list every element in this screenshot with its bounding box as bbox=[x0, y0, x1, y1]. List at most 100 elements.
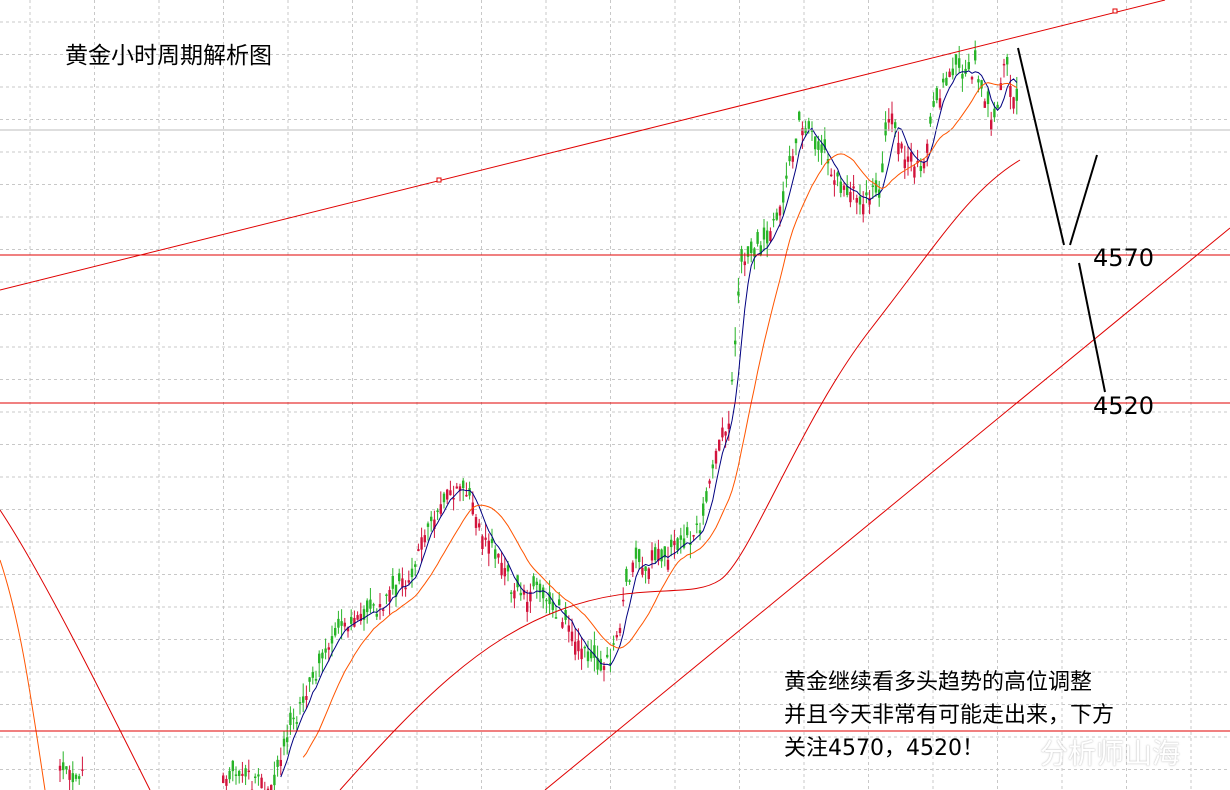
candle-body bbox=[324, 648, 327, 653]
candle-body bbox=[814, 136, 817, 150]
candle-body bbox=[852, 186, 855, 189]
candle-body bbox=[580, 648, 583, 660]
candle-body bbox=[487, 540, 490, 554]
candle-body bbox=[871, 185, 874, 188]
candle-body bbox=[676, 538, 679, 551]
candle-body bbox=[663, 546, 666, 558]
candle-body bbox=[532, 576, 535, 587]
candle-body bbox=[705, 491, 708, 502]
candle-body bbox=[868, 197, 871, 205]
candle-body bbox=[810, 130, 814, 132]
candle-body bbox=[730, 379, 734, 382]
candle-body bbox=[321, 652, 324, 659]
candle-body bbox=[804, 128, 807, 133]
candle-body bbox=[474, 517, 478, 528]
candle-body bbox=[596, 657, 599, 670]
candle-body bbox=[334, 628, 337, 636]
candle-body bbox=[561, 622, 564, 628]
candle-body bbox=[308, 677, 311, 682]
candle-body bbox=[478, 523, 481, 528]
candle-body bbox=[586, 651, 590, 662]
candle-body bbox=[404, 587, 407, 590]
candle-body bbox=[254, 776, 257, 779]
candle-body bbox=[746, 246, 750, 257]
candle-body bbox=[724, 431, 727, 436]
candle-body bbox=[314, 678, 318, 681]
candle-body bbox=[641, 567, 644, 575]
candle-body bbox=[458, 486, 462, 491]
candle-body bbox=[986, 91, 990, 105]
price-level-label: 4520 bbox=[1093, 392, 1155, 420]
trend-line-anchor bbox=[436, 177, 442, 183]
candle-body bbox=[71, 773, 74, 783]
candle-body bbox=[305, 696, 308, 700]
candle-body bbox=[295, 722, 298, 724]
candle-body bbox=[711, 464, 714, 469]
candle-body bbox=[942, 78, 945, 83]
candle-body bbox=[465, 494, 468, 497]
candle-body bbox=[426, 523, 430, 527]
candle-body bbox=[362, 609, 366, 620]
candle-body bbox=[234, 774, 238, 776]
candle-body bbox=[798, 111, 801, 121]
candle-body bbox=[862, 204, 865, 215]
candle-body bbox=[366, 600, 369, 613]
candle-body bbox=[750, 241, 753, 254]
candle-body bbox=[330, 636, 334, 644]
candle-body bbox=[993, 108, 996, 118]
candle-body bbox=[692, 535, 695, 537]
candle-body bbox=[670, 539, 673, 548]
candle-body bbox=[433, 519, 436, 529]
candle-body bbox=[807, 121, 810, 129]
candle-body bbox=[1002, 63, 1006, 66]
candle-body bbox=[884, 122, 887, 136]
candle-body bbox=[753, 248, 756, 257]
candle-body bbox=[666, 559, 670, 570]
candle-body bbox=[881, 163, 884, 173]
candle-body bbox=[407, 580, 410, 583]
candle-body bbox=[660, 549, 663, 562]
candle-body bbox=[526, 601, 529, 612]
candle-body bbox=[394, 584, 398, 597]
candle-body bbox=[372, 604, 375, 606]
candle-body bbox=[574, 641, 577, 655]
candle-body bbox=[996, 104, 999, 109]
candle-body bbox=[782, 191, 785, 203]
candle-body bbox=[615, 635, 618, 638]
candle-body bbox=[999, 83, 1002, 91]
candle-body bbox=[590, 651, 593, 659]
candle-body bbox=[910, 152, 913, 162]
candle-body bbox=[231, 760, 234, 772]
candle-body bbox=[58, 765, 62, 771]
candle-body bbox=[74, 774, 78, 779]
candle-body bbox=[695, 523, 698, 525]
candle-body bbox=[247, 770, 250, 773]
candle-body bbox=[846, 186, 849, 196]
candle-body bbox=[391, 576, 394, 589]
candle-body bbox=[430, 516, 433, 522]
candle-body bbox=[743, 261, 746, 266]
candle-body bbox=[708, 480, 711, 484]
candle-body bbox=[970, 76, 974, 80]
candle-body bbox=[276, 759, 279, 767]
candle-body bbox=[500, 562, 503, 576]
candle-body bbox=[551, 601, 554, 610]
candle-body bbox=[289, 712, 292, 725]
candle-body bbox=[887, 119, 890, 123]
candle-body bbox=[606, 654, 609, 658]
candle-body bbox=[890, 113, 894, 125]
candle-body bbox=[292, 717, 295, 720]
candle-body bbox=[948, 71, 951, 77]
candle-body bbox=[900, 143, 903, 149]
candle-body bbox=[78, 776, 81, 779]
candle-body bbox=[657, 548, 660, 561]
ma-line-long bbox=[0, 509, 151, 790]
candle-body bbox=[903, 159, 906, 169]
candle-body bbox=[519, 592, 522, 596]
candle-body bbox=[734, 340, 737, 345]
candle-body bbox=[340, 621, 343, 626]
candle-body bbox=[538, 583, 542, 593]
candle-body bbox=[481, 536, 484, 550]
candle-body bbox=[446, 489, 449, 500]
upper-trend-line bbox=[0, 0, 1166, 291]
